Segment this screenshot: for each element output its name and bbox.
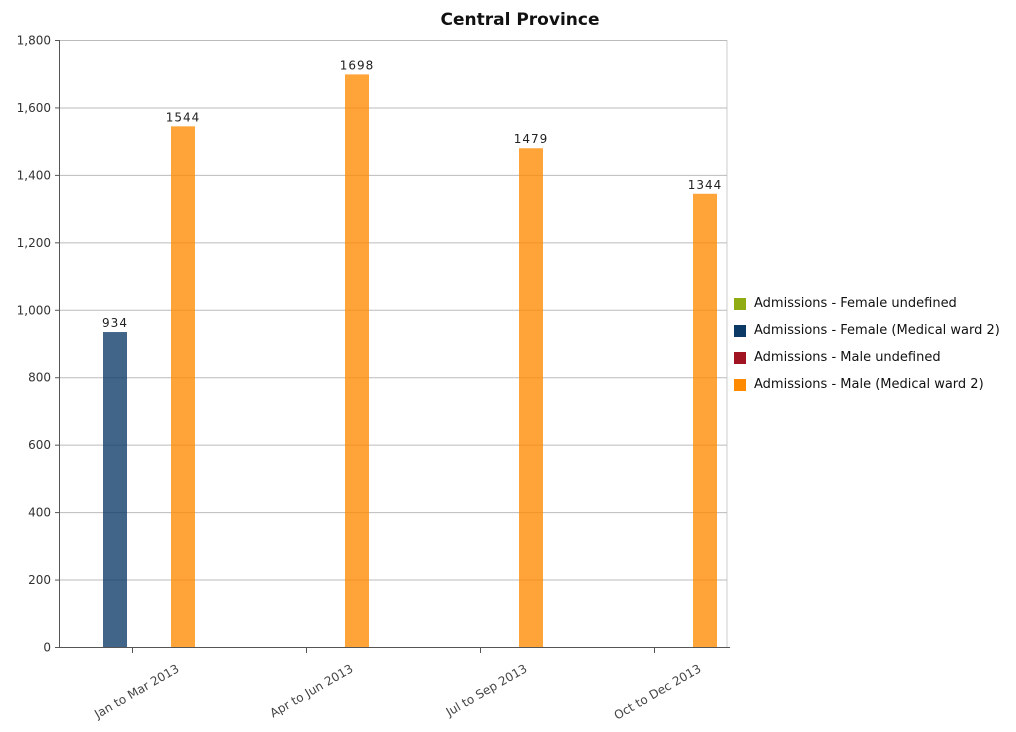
y-tick-label: 800 — [28, 371, 51, 385]
y-tick-label: 400 — [28, 506, 51, 520]
data-label: 1344 — [688, 178, 723, 192]
y-tick-label: 1,400 — [17, 168, 51, 182]
x-tick-label: Jul to Sep 2013 — [443, 661, 530, 719]
data-label: 1698 — [340, 58, 375, 72]
data-label: 1479 — [514, 132, 549, 146]
legend-swatch — [734, 378, 746, 391]
legend: Admissions - Female undefined Admissions … — [734, 290, 1000, 398]
legend-item[interactable]: Admissions - Male undefined — [734, 344, 1000, 371]
y-tick-label: 200 — [28, 573, 51, 587]
bar — [519, 148, 543, 647]
x-tick-label: Jan to Mar 2013 — [91, 661, 181, 721]
y-tick-label: 1,800 — [17, 34, 51, 48]
legend-item[interactable]: Admissions - Female (Medical ward 2) — [734, 317, 1000, 344]
legend-swatch — [734, 351, 746, 364]
legend-label: Admissions - Female (Medical ward 2) — [754, 323, 1000, 338]
y-tick-label: 1,000 — [17, 303, 51, 317]
x-tick-label: Apr to Jun 2013 — [267, 661, 355, 720]
x-tick-label: Oct to Dec 2013 — [612, 661, 704, 722]
y-tick-label: 600 — [28, 438, 51, 452]
bar — [345, 74, 369, 647]
legend-item[interactable]: Admissions - Male (Medical ward 2) — [734, 371, 1000, 398]
y-tick-label: 1,200 — [17, 236, 51, 250]
bar — [103, 332, 127, 647]
data-label: 1544 — [166, 110, 201, 124]
legend-label: Admissions - Female undefined — [754, 296, 957, 311]
y-tick-label: 0 — [43, 641, 51, 655]
bar — [693, 193, 717, 648]
legend-swatch — [734, 297, 746, 310]
legend-swatch — [734, 324, 746, 337]
data-label: 934 — [102, 316, 128, 330]
legend-label: Admissions - Male (Medical ward 2) — [754, 377, 984, 392]
chart-title: Central Province — [441, 10, 600, 30]
y-tick-label: 1,600 — [17, 101, 51, 115]
legend-label: Admissions - Male undefined — [754, 350, 941, 365]
legend-item[interactable]: Admissions - Female undefined — [734, 290, 1000, 317]
bar — [171, 126, 195, 648]
